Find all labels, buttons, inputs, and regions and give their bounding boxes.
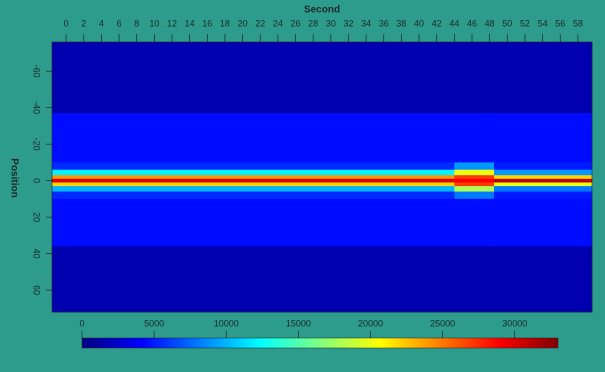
x-tick-label: 44 — [449, 18, 459, 28]
heat-cell — [454, 182, 495, 187]
heat-cell — [454, 178, 495, 183]
heat-cell — [454, 186, 495, 192]
x-tick-label: 0 — [64, 18, 69, 28]
heat-cell — [454, 198, 495, 247]
heat-cell — [454, 191, 495, 200]
heat-cell — [454, 113, 495, 163]
y-tick-label: -40 — [32, 101, 42, 114]
x-tick-label: 26 — [291, 18, 301, 28]
y-tick-label: -20 — [32, 138, 42, 151]
x-tick-label: 36 — [379, 18, 389, 28]
x-tick-label: 8 — [134, 18, 139, 28]
heat-cell — [454, 246, 495, 313]
x-tick-label: 30 — [326, 18, 336, 28]
x-tick-label: 2 — [81, 18, 86, 28]
y-tick-label: 60 — [32, 285, 42, 295]
heat-cell — [494, 113, 593, 163]
x-tick-label: 52 — [520, 18, 530, 28]
heat-cell — [494, 162, 593, 171]
x-tick-label: 12 — [167, 18, 177, 28]
x-tick-label: 16 — [202, 18, 212, 28]
heat-cell — [52, 191, 455, 200]
y-tick-label: 0 — [32, 178, 42, 183]
y-tick-label: -60 — [32, 65, 42, 78]
x-tick-label: 38 — [396, 18, 406, 28]
x-tick-label: 56 — [555, 18, 565, 28]
x-tick-label: 10 — [149, 18, 159, 28]
x-tick-label: 50 — [502, 18, 512, 28]
plot-frame — [51, 41, 593, 313]
heat-cell — [494, 169, 593, 176]
x-tick-label: 28 — [308, 18, 318, 28]
x-tick-label: 18 — [220, 18, 230, 28]
heat-cell — [52, 178, 455, 183]
heat-cell — [52, 162, 455, 171]
x-tick-label: 14 — [185, 18, 195, 28]
heatmap — [52, 42, 593, 313]
heat-cell — [52, 169, 455, 176]
heat-cell — [494, 191, 593, 200]
x-tick-label: 22 — [255, 18, 265, 28]
heat-cell — [494, 178, 593, 183]
x-tick-label: 48 — [485, 18, 495, 28]
heat-cell — [52, 186, 455, 192]
colorbar-tick-label: 15000 — [286, 318, 311, 328]
heat-cell — [52, 113, 455, 163]
heat-cell — [52, 246, 455, 313]
heat-cell — [494, 42, 593, 114]
heat-cell — [494, 186, 593, 192]
heat-cell — [52, 198, 455, 247]
heat-cell — [52, 42, 455, 114]
heat-cell — [52, 182, 455, 187]
x-tick-label: 40 — [414, 18, 424, 28]
colorbar-tick-label: 20000 — [358, 318, 383, 328]
x-tick-label: 6 — [117, 18, 122, 28]
heat-cell — [52, 175, 455, 180]
x-tick-label: 4 — [99, 18, 104, 28]
x-tick-label: 54 — [538, 18, 548, 28]
heat-cell — [454, 169, 495, 176]
colorbar — [81, 337, 559, 349]
colorbar-tick-label: 30000 — [502, 318, 527, 328]
x-tick-label: 34 — [361, 18, 371, 28]
x-tick-label: 32 — [343, 18, 353, 28]
colorbar-tick-label: 5000 — [144, 318, 164, 328]
x-tick-label: 46 — [467, 18, 477, 28]
heat-cell — [454, 42, 495, 114]
x-axis-title: Second — [304, 5, 340, 16]
colorbar-tick-label: 10000 — [214, 318, 239, 328]
colorbar-tick-label: 0 — [79, 318, 84, 328]
y-tick-label: 40 — [32, 249, 42, 259]
y-axis-title: Position — [8, 158, 19, 197]
heat-cell — [454, 175, 495, 180]
colorbar-tick-label: 25000 — [430, 318, 455, 328]
x-tick-label: 42 — [432, 18, 442, 28]
x-tick-label: 24 — [273, 18, 283, 28]
heat-cell — [494, 246, 593, 313]
heat-cell — [494, 175, 593, 180]
heat-cell — [494, 198, 593, 247]
heat-cell — [494, 182, 593, 187]
y-tick-label: 20 — [32, 212, 42, 222]
x-tick-label: 58 — [573, 18, 583, 28]
x-tick-label: 20 — [238, 18, 248, 28]
heat-cell — [454, 162, 495, 171]
